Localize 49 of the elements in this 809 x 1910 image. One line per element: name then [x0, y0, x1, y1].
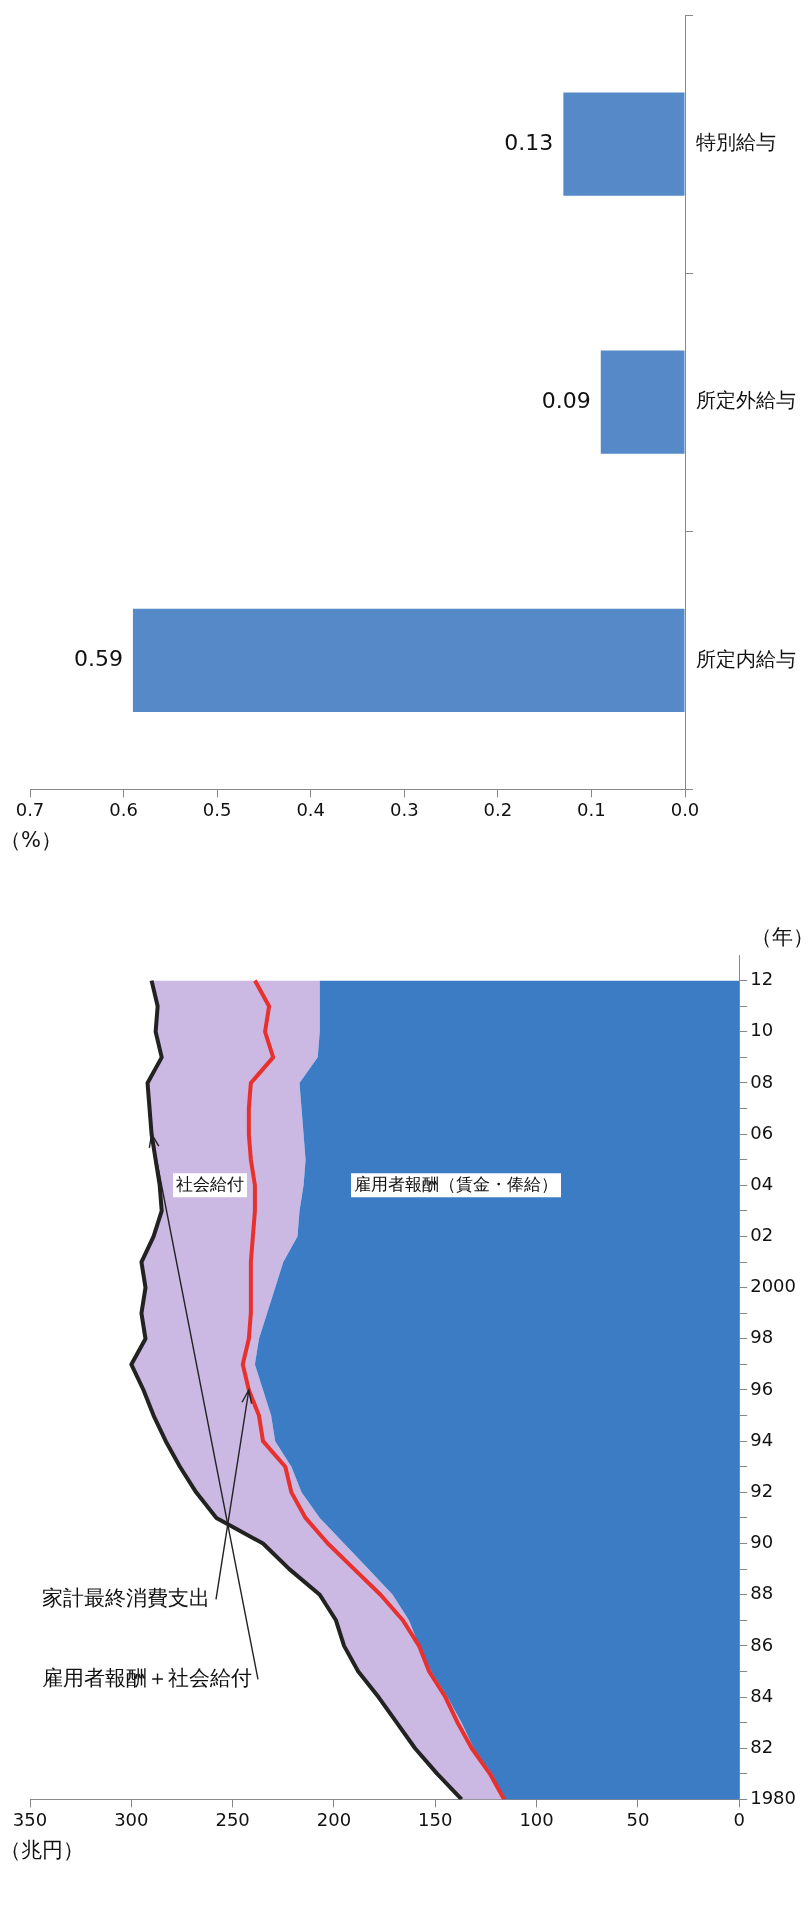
bar: [563, 92, 685, 196]
x-tick-label: 150: [418, 1808, 453, 1830]
annotation: 雇用者報酬＋社会給付: [42, 1665, 252, 1690]
y-tick-label: 92: [750, 1480, 774, 1502]
x-tick-label: 0: [733, 1808, 745, 1830]
x-tick-label: 50: [626, 1808, 650, 1830]
x-tick-label: 0.1: [577, 798, 606, 820]
y-tick-label: 84: [750, 1684, 774, 1706]
y-tick-label: 所定内給与: [696, 646, 796, 671]
y-tick-label: 特別給与: [696, 130, 776, 155]
x-tick-label: 0.4: [296, 798, 326, 820]
x-tick-label: 0.5: [202, 798, 232, 820]
x-axis-title: （%）: [0, 828, 62, 853]
y-tick-label: 94: [750, 1428, 774, 1450]
data-label: 0.09: [541, 387, 591, 413]
x-tick-label: 0.0: [670, 798, 700, 820]
series-label: 雇用者報酬（賃金・俸給）: [354, 1173, 559, 1194]
series-label: 社会給付: [176, 1173, 245, 1194]
y-tick-label: 1980: [750, 1787, 796, 1809]
annotation: 家計最終消費支出: [42, 1585, 210, 1610]
y-tick-label: 04: [750, 1172, 774, 1194]
x-tick-label: 250: [215, 1808, 250, 1830]
y-tick-label: 88: [750, 1582, 774, 1604]
y-tick-label: 90: [750, 1531, 774, 1553]
x-tick-label: 300: [114, 1808, 149, 1830]
y-tick-label: 82: [750, 1735, 774, 1757]
x-tick-label: 200: [316, 1808, 352, 1830]
x-tick-label: 100: [519, 1808, 554, 1830]
y-tick-label: 12: [750, 968, 774, 990]
y-tick-label: 06: [750, 1121, 774, 1143]
y-tick-label: 所定外給与: [696, 388, 796, 413]
y-tick-label: 96: [750, 1377, 774, 1399]
bar: [132, 608, 685, 712]
y-tick-label: 10: [750, 1019, 774, 1041]
y-tick-label: 2000: [750, 1275, 796, 1297]
data-label: 0.59: [73, 646, 123, 672]
y-tick-label: 08: [750, 1070, 774, 1092]
x-axis-title: （兆円）: [0, 1838, 84, 1863]
x-tick-label: 350: [12, 1808, 48, 1830]
x-tick-label: 0.2: [483, 798, 513, 820]
y-tick-label: 02: [750, 1224, 774, 1246]
x-tick-label: 0.6: [109, 798, 138, 820]
x-tick-label: 0.3: [389, 798, 419, 820]
y-tick-label: 86: [750, 1633, 774, 1655]
bar: [600, 350, 685, 454]
y-tick-label: 98: [750, 1326, 774, 1348]
y-axis-title: （年）: [751, 924, 809, 949]
data-label: 0.13: [504, 129, 554, 155]
x-tick-label: 0.7: [15, 798, 45, 820]
